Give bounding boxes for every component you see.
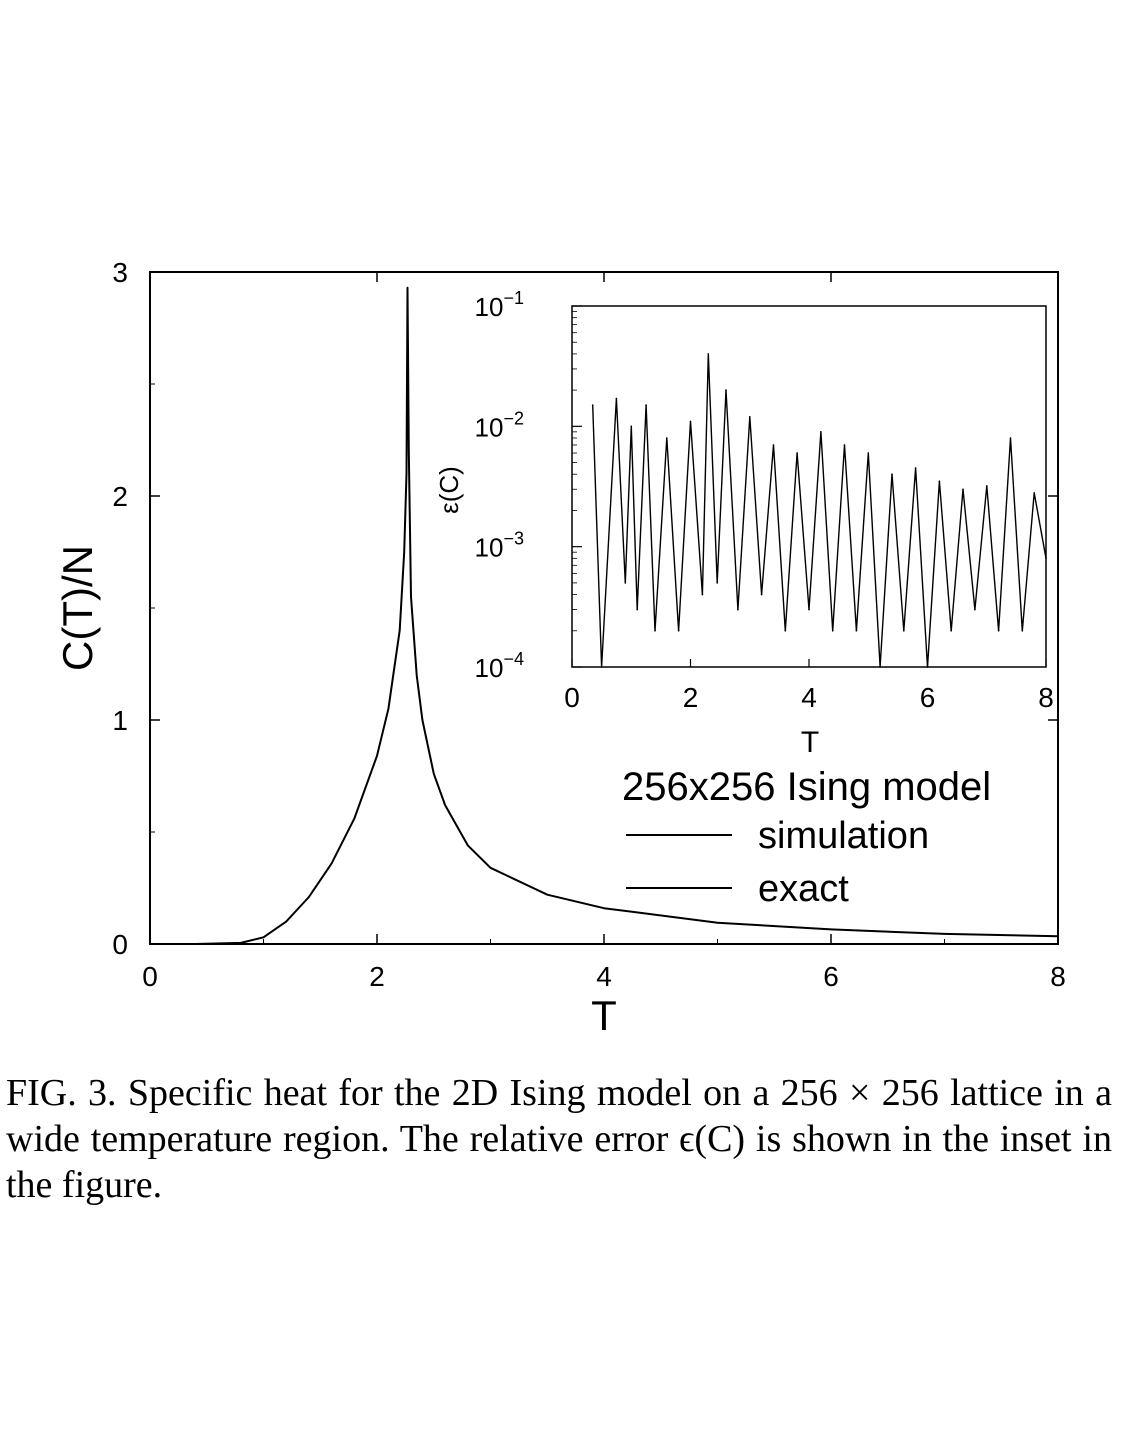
inset-y-tick-base: 10 <box>475 533 504 563</box>
main-ticks: 0 2 4 6 8 0 1 2 3 <box>112 257 1065 992</box>
inset-data-point <box>784 630 787 632</box>
inset-data-point <box>630 425 633 428</box>
inset-data-point <box>962 488 964 491</box>
main-y-tick-label: 3 <box>112 257 128 288</box>
inset-data-point <box>926 666 929 668</box>
inset-data-point <box>914 467 917 469</box>
inset-data-point <box>645 404 647 406</box>
inset-y-tick-base: 10 <box>475 412 504 442</box>
inset-data-point <box>903 630 905 632</box>
inset-data-point <box>843 444 846 446</box>
main-y-tick-label: 0 <box>112 929 128 960</box>
inset-data-point <box>677 630 680 632</box>
main-y-axis-label: C(T)/N <box>54 545 101 671</box>
figure: 0 2 4 6 8 0 1 2 3 T C(T)/N 256x256 Ising model s… <box>54 257 1066 1039</box>
inset-ticks: 0 2 4 6 810−410−310−210−1 <box>475 288 1054 713</box>
inset-y-tick-exponent: −4 <box>503 649 524 669</box>
inset-data-point <box>624 582 627 584</box>
inset-data-point <box>615 397 618 400</box>
inset-data-point <box>855 630 858 632</box>
inset-x-tick-label: 6 <box>920 682 936 713</box>
main-x-tick-label: 8 <box>1050 961 1066 992</box>
inset-y-tick-label: 10−4 <box>475 649 524 683</box>
inset-data-point <box>654 630 656 632</box>
inset-data-point <box>600 666 603 668</box>
inset-data-point <box>707 353 710 355</box>
legend: 256x256 Ising model simulation exact <box>622 765 991 910</box>
main-x-tick-label: 0 <box>142 961 158 992</box>
inset-x-tick-label: 2 <box>683 682 699 713</box>
inset-data-point <box>879 666 881 668</box>
inset-data-point <box>1033 492 1035 494</box>
main-x-tick-label: 6 <box>823 961 839 992</box>
inset-y-tick-base: 10 <box>475 653 504 683</box>
inset-data-point <box>689 420 692 423</box>
inset-x-tick-label: 8 <box>1038 682 1054 713</box>
inset-y-axis-label: ε(C) <box>434 466 464 514</box>
inset-y-tick-exponent: −1 <box>503 288 524 308</box>
inset-y-tick-label: 10−3 <box>475 529 524 563</box>
inset-x-tick-label: 0 <box>564 682 580 713</box>
main-x-tick-label: 2 <box>369 961 385 992</box>
inset-y-tick-label: 10−1 <box>475 288 524 322</box>
inset-data-point <box>867 452 870 454</box>
inset-data-point <box>796 452 798 454</box>
inset-series-line <box>592 353 1047 668</box>
inset-data-point <box>725 389 727 391</box>
inset-data-point <box>760 593 763 596</box>
inset-data-point <box>749 416 751 418</box>
main-x-tick-label: 4 <box>596 961 612 992</box>
inset-data-point <box>1009 437 1012 439</box>
main-x-axis-label: T <box>591 992 617 1039</box>
legend-label-simulation: simulation <box>758 815 929 857</box>
inset-data-point <box>636 608 638 611</box>
inset-data-point <box>1045 557 1047 560</box>
inset-data-point <box>974 608 976 611</box>
inset-data-point <box>997 630 1000 632</box>
legend-title: 256x256 Ising model <box>622 765 991 809</box>
inset-data-point <box>1021 630 1024 632</box>
inset-y-tick-exponent: −2 <box>503 408 524 428</box>
inset-y-tick-label: 10−2 <box>475 408 524 442</box>
inset-data-point <box>591 404 594 406</box>
inset-data-point <box>986 485 988 487</box>
main-chart: 0 2 4 6 8 0 1 2 3 T C(T)/N <box>54 257 1066 1039</box>
figure-caption: FIG. 3. Specific heat for the 2D Ising m… <box>6 1072 1112 1206</box>
inset-series <box>591 353 1047 668</box>
inset-data-point <box>737 608 739 611</box>
inset-y-tick-base: 10 <box>475 292 504 322</box>
inset-data-point <box>891 473 893 476</box>
inset-y-tick-exponent: −3 <box>503 529 524 549</box>
inset-data-point <box>831 630 834 632</box>
inset-data-point <box>716 582 718 584</box>
main-y-tick-label: 1 <box>112 705 128 736</box>
inset-chart: 0 2 4 6 810−410−310−210−1 T ε(C) <box>434 288 1054 759</box>
inset-data-point <box>772 444 775 446</box>
inset-data-point <box>938 480 941 483</box>
inset-data-point <box>666 437 668 439</box>
inset-data-point <box>820 431 822 433</box>
legend-label-exact: exact <box>758 868 849 910</box>
inset-x-axis-label: T <box>801 726 819 759</box>
main-series <box>195 286 1059 945</box>
inset-data-point <box>701 593 704 596</box>
inset-data-point <box>950 630 952 632</box>
inset-x-tick-label: 4 <box>801 682 817 713</box>
main-y-tick-label: 2 <box>112 481 128 512</box>
inset-data-point <box>808 608 810 611</box>
series-line-exact <box>195 287 1059 945</box>
